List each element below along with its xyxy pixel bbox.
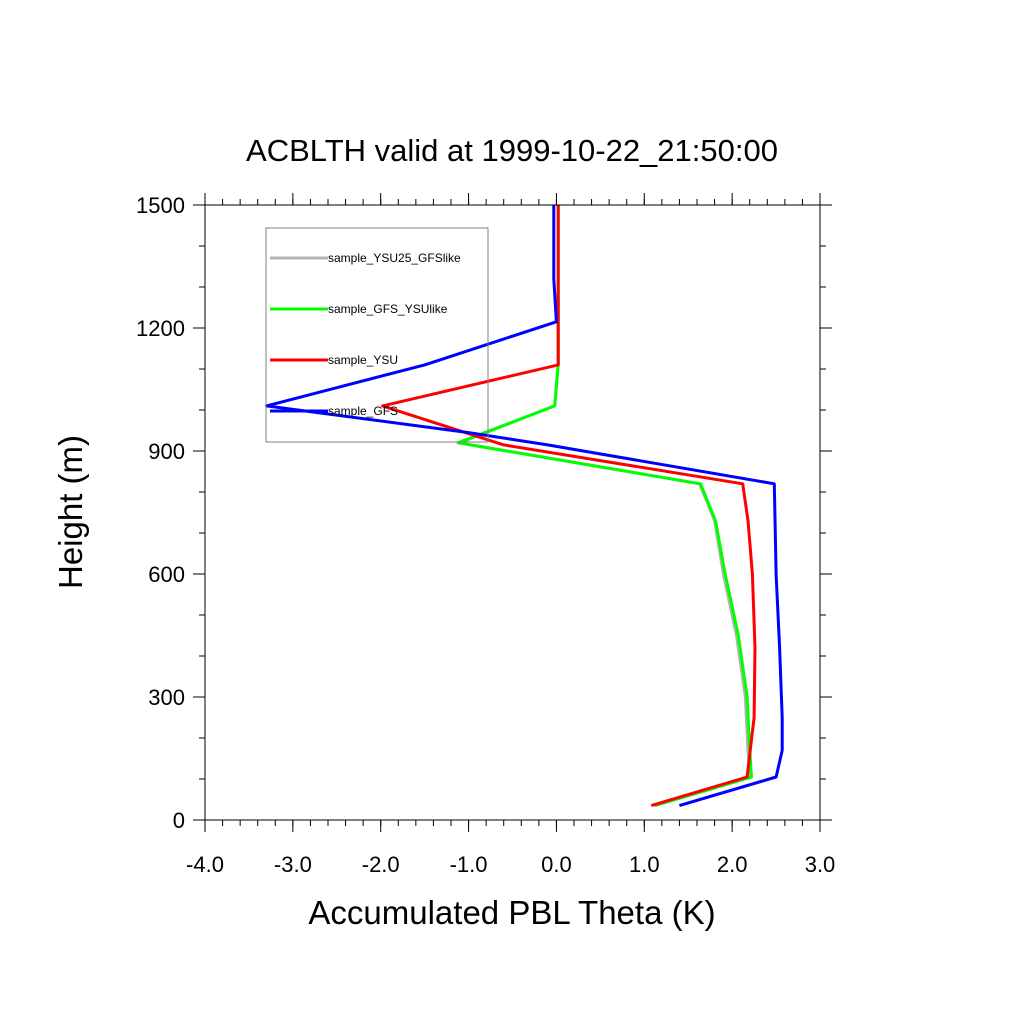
- legend-label: sample_YSU: [328, 353, 398, 367]
- x-tick-label: 1.0: [629, 852, 660, 877]
- series-line-sample-ysu: [381, 205, 757, 808]
- legend-label: sample_GFS: [328, 404, 398, 418]
- y-tick-label: 1500: [136, 193, 185, 218]
- series-layer: [265, 205, 784, 808]
- legend-label: sample_GFS_YSUlike: [328, 302, 448, 316]
- x-tick-label: -4.0: [186, 852, 224, 877]
- y-tick-label: 300: [148, 685, 185, 710]
- legend-box: [265, 227, 489, 443]
- chart-title: ACBLTH valid at 1999-10-22_21:50:00: [246, 133, 778, 168]
- y-tick-label: 0: [173, 808, 185, 833]
- x-tick-label: -3.0: [274, 852, 312, 877]
- x-tick-label: 0.0: [541, 852, 572, 877]
- legend: sample_YSU25_GFSlike sample_GFS_YSUlikesa…: [265, 227, 489, 443]
- x-tick-label: -2.0: [362, 852, 400, 877]
- legend-label: sample_YSU25_GFSlike: [328, 251, 461, 265]
- y-tick-label: 1200: [136, 316, 185, 341]
- x-tick-label: 3.0: [805, 852, 836, 877]
- series-line-sample-ysu25-gfslike: [458, 205, 752, 808]
- y-axis-title: Height (m): [52, 435, 89, 589]
- x-tick-label: -1.0: [450, 852, 488, 877]
- plot-frame: [204, 204, 821, 821]
- x-tick-label: 2.0: [717, 852, 748, 877]
- series-line-sample-gfs: [265, 205, 784, 808]
- ticks-layer: -4.0 -3.0 -2.0 -1.0 0.0 1.0 2.0 3.0 0 300 600 900 12…: [136, 193, 835, 877]
- y-tick-label: 900: [148, 439, 185, 464]
- x-axis-title: Accumulated PBL Theta (K): [308, 894, 715, 931]
- y-tick-label: 600: [148, 562, 185, 587]
